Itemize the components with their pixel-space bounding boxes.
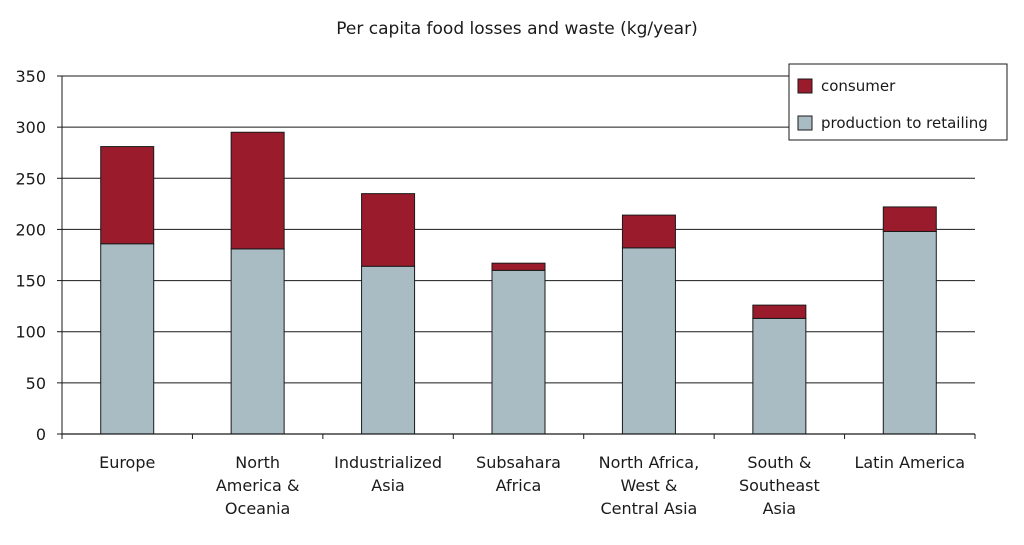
- bar-consumer: [100, 146, 155, 245]
- y-tick-label: 250: [15, 169, 46, 188]
- legend-swatch: [797, 78, 813, 94]
- x-category-label: North America & Oceania: [216, 453, 300, 518]
- bar-consumer: [361, 193, 416, 267]
- x-category-label: Industrialized Asia: [334, 453, 442, 495]
- legend-swatch: [797, 115, 813, 131]
- bar-production-to-retailing: [752, 317, 807, 435]
- legend-label: production to retailing: [821, 114, 988, 132]
- bar-production-to-retailing: [621, 247, 676, 435]
- legend: consumer production to retailing: [788, 63, 1008, 141]
- x-category-label: North Africa, West & Central Asia: [599, 453, 700, 518]
- bar-consumer: [752, 304, 807, 319]
- bar-production-to-retailing: [361, 265, 416, 435]
- bar-production-to-retailing: [491, 269, 546, 435]
- bar-production-to-retailing: [882, 230, 937, 435]
- bar-production-to-retailing: [230, 248, 285, 435]
- bar-production-to-retailing: [100, 243, 155, 435]
- x-category-label: Subsahara Africa: [476, 453, 561, 495]
- x-category-label: Europe: [99, 453, 155, 472]
- y-tick-label: 350: [15, 67, 46, 86]
- y-tick-label: 0: [36, 425, 46, 444]
- bar-consumer: [621, 214, 676, 249]
- legend-label: consumer: [821, 77, 896, 95]
- y-tick-label: 50: [26, 374, 46, 393]
- chart-title: Per capita food losses and waste (kg/yea…: [336, 19, 697, 39]
- legend-box: [788, 63, 1008, 141]
- y-tick-label: 150: [15, 272, 46, 291]
- y-tick-label: 200: [15, 220, 46, 239]
- bar-consumer: [230, 131, 285, 250]
- bar-consumer: [491, 262, 546, 271]
- bar-consumer: [882, 206, 937, 232]
- axes: [61, 76, 976, 439]
- bars: [100, 131, 937, 435]
- x-category-label: South & Southeast Asia: [739, 453, 820, 518]
- y-tick-label: 100: [15, 323, 46, 342]
- x-category-label: Latin America: [854, 453, 965, 472]
- x-axis-labels: Europe North America & Oceania Industrialize…: [99, 453, 965, 518]
- y-axis-ticks: 0 50 100 150 200 250 300 350: [15, 67, 62, 444]
- y-tick-label: 300: [15, 118, 46, 137]
